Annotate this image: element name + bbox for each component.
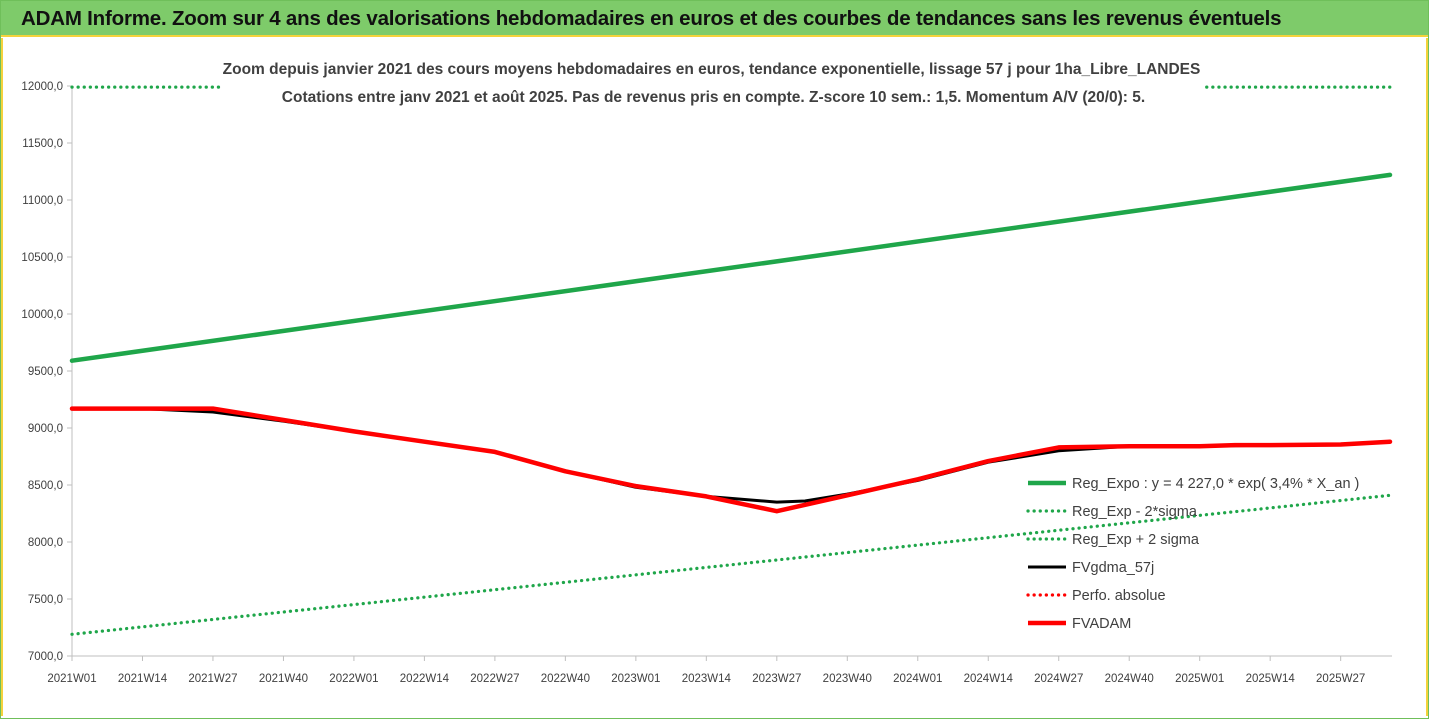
y-tick-label: 8500,0 [28,480,63,492]
x-tick-label: 2025W14 [1246,673,1296,685]
x-tick-label: 2021W14 [118,673,168,685]
x-tick-label: 2025W01 [1175,673,1224,685]
x-tick-label: 2023W01 [611,673,660,685]
legend-label: FVgdma_57j [1072,560,1154,576]
y-tick-label: 10500,0 [21,252,63,264]
report-banner-title: ADAM Informe. Zoom sur 4 ans des valoris… [21,7,1282,30]
x-axis: 2021W01 2021W14 2021W27 2021W40 2022W01 2022W… [47,655,1392,685]
series-line-reg-expo-y-4-227-0-exp-3-4-x-an [69,172,1393,363]
y-tick-label: 12000,0 [21,81,63,93]
chart-frame [1,38,1428,716]
x-tick-label: 2022W40 [541,673,590,685]
y-tick-label: 8000,0 [28,537,63,549]
legend-label: Perfo. absolue [1072,588,1166,604]
x-tick-label: 2024W27 [1034,673,1083,685]
legend-label: Reg_Expo : y = 4 227,0 * exp( 3,4% * X_a… [1072,476,1359,492]
report-banner: ADAM Informe. Zoom sur 4 ans des valoris… [1,1,1428,37]
y-tick-label: 9000,0 [28,423,63,435]
legend-label: FVADAM [1072,616,1131,632]
x-tick-label: 2024W14 [964,673,1014,685]
x-tick-label: 2022W01 [329,673,378,685]
y-axis: 7000,0 7500,0 8000,0 8500,0 9000,0 9500,0 1000… [21,81,73,663]
series-line-reg-exp-2-sigma [70,493,1392,636]
x-tick-label: 2024W01 [893,673,942,685]
y-tick-label: 11500,0 [22,138,63,150]
y-tick-label: 10000,0 [21,309,63,321]
y-tick-label: 11000,0 [22,195,63,207]
series-line-fvadam [69,406,1393,514]
x-tick-label: 2025W27 [1316,673,1365,685]
x-tick-label: 2023W40 [823,673,872,685]
x-tick-label: 2021W40 [259,673,308,685]
legend-label: Reg_Exp + 2 sigma [1072,532,1200,548]
y-tick-label: 7000,0 [28,651,63,663]
chart-title: Zoom depuis janvier 2021 des cours moyen… [222,61,1201,78]
x-tick-label: 2021W27 [188,673,237,685]
x-tick-label: 2024W40 [1105,673,1154,685]
x-tick-label: 2022W27 [470,673,519,685]
chart-subtitle: Cotations entre janv 2021 et août 2025. … [281,89,1146,106]
x-tick-label: 2023W14 [682,673,732,685]
legend: Reg_Expo : y = 4 227,0 * exp( 3,4% * X_a… [1026,476,1359,632]
x-tick-label: 2021W01 [47,673,96,685]
legend-label: Reg_Exp - 2*sigma [1072,504,1198,520]
x-tick-label: 2023W27 [752,673,801,685]
y-tick-label: 7500,0 [28,594,63,606]
series-layer [69,85,1393,636]
x-tick-label: 2022W14 [400,673,450,685]
y-tick-label: 9500,0 [28,366,63,378]
